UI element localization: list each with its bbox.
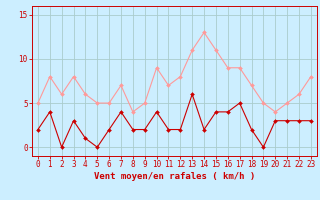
X-axis label: Vent moyen/en rafales ( km/h ): Vent moyen/en rafales ( km/h ): [94, 172, 255, 181]
